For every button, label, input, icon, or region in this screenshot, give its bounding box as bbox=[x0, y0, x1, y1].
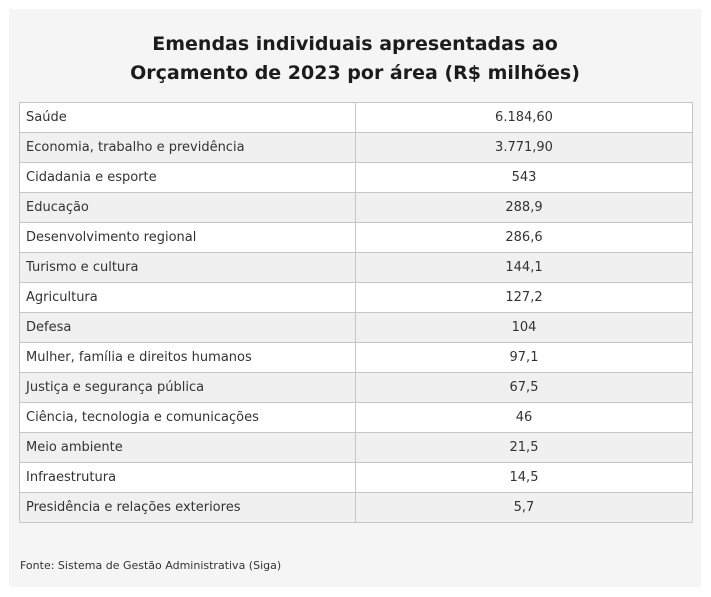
table-row: Infraestrutura 14,5 bbox=[19, 462, 693, 493]
category-cell: Educação bbox=[19, 192, 356, 223]
category-cell: Saúde bbox=[19, 102, 356, 133]
value-cell: 67,5 bbox=[355, 372, 693, 403]
category-cell: Desenvolvimento regional bbox=[19, 222, 356, 253]
value-cell: 3.771,90 bbox=[355, 132, 693, 163]
chart-title-line-1: Emendas individuais apresentadas ao bbox=[152, 33, 558, 55]
table-row: Presidência e relações exteriores 5,7 bbox=[19, 492, 693, 523]
table-row: Educação 288,9 bbox=[19, 192, 693, 223]
table-row: Desenvolvimento regional 286,6 bbox=[19, 222, 693, 253]
value-cell: 46 bbox=[355, 402, 693, 433]
category-cell: Agricultura bbox=[19, 282, 356, 313]
value-cell: 288,9 bbox=[355, 192, 693, 223]
value-cell: 286,6 bbox=[355, 222, 693, 253]
category-cell: Justiça e segurança pública bbox=[19, 372, 356, 403]
value-cell: 14,5 bbox=[355, 462, 693, 493]
category-cell: Infraestrutura bbox=[19, 462, 356, 493]
table-row: Justiça e segurança pública 67,5 bbox=[19, 372, 693, 403]
value-cell: 6.184,60 bbox=[355, 102, 693, 133]
category-cell: Ciência, tecnologia e comunicações bbox=[19, 402, 356, 433]
chart-title: Emendas individuais apresentadas ao Orça… bbox=[9, 30, 701, 88]
table-row: Agricultura 127,2 bbox=[19, 282, 693, 313]
table-row: Meio ambiente 21,5 bbox=[19, 432, 693, 463]
value-cell: 97,1 bbox=[355, 342, 693, 373]
table-row: Economia, trabalho e previdência 3.771,90 bbox=[19, 132, 693, 163]
category-cell: Cidadania e esporte bbox=[19, 162, 356, 193]
table-row: Mulher, família e direitos humanos 97,1 bbox=[19, 342, 693, 373]
table-row: Turismo e cultura 144,1 bbox=[19, 252, 693, 283]
value-cell: 543 bbox=[355, 162, 693, 193]
chart-title-line-2: Orçamento de 2023 por área (R$ milhões) bbox=[130, 62, 580, 84]
value-cell: 104 bbox=[355, 312, 693, 343]
value-cell: 21,5 bbox=[355, 432, 693, 463]
table-card: Emendas individuais apresentadas ao Orça… bbox=[9, 9, 701, 587]
category-cell: Presidência e relações exteriores bbox=[19, 492, 356, 523]
table-row: Ciência, tecnologia e comunicações 46 bbox=[19, 402, 693, 433]
category-cell: Meio ambiente bbox=[19, 432, 356, 463]
category-cell: Mulher, família e direitos humanos bbox=[19, 342, 356, 373]
category-cell: Defesa bbox=[19, 312, 356, 343]
value-cell: 127,2 bbox=[355, 282, 693, 313]
table-row: Cidadania e esporte 543 bbox=[19, 162, 693, 193]
source-note: Fonte: Sistema de Gestão Administrativa … bbox=[20, 559, 282, 572]
table-row: Saúde 6.184,60 bbox=[19, 102, 693, 133]
data-table: Saúde 6.184,60 Economia, trabalho e previd… bbox=[19, 102, 693, 523]
value-cell: 5,7 bbox=[355, 492, 693, 523]
table-row: Defesa 104 bbox=[19, 312, 693, 343]
category-cell: Economia, trabalho e previdência bbox=[19, 132, 356, 163]
category-cell: Turismo e cultura bbox=[19, 252, 356, 283]
value-cell: 144,1 bbox=[355, 252, 693, 283]
